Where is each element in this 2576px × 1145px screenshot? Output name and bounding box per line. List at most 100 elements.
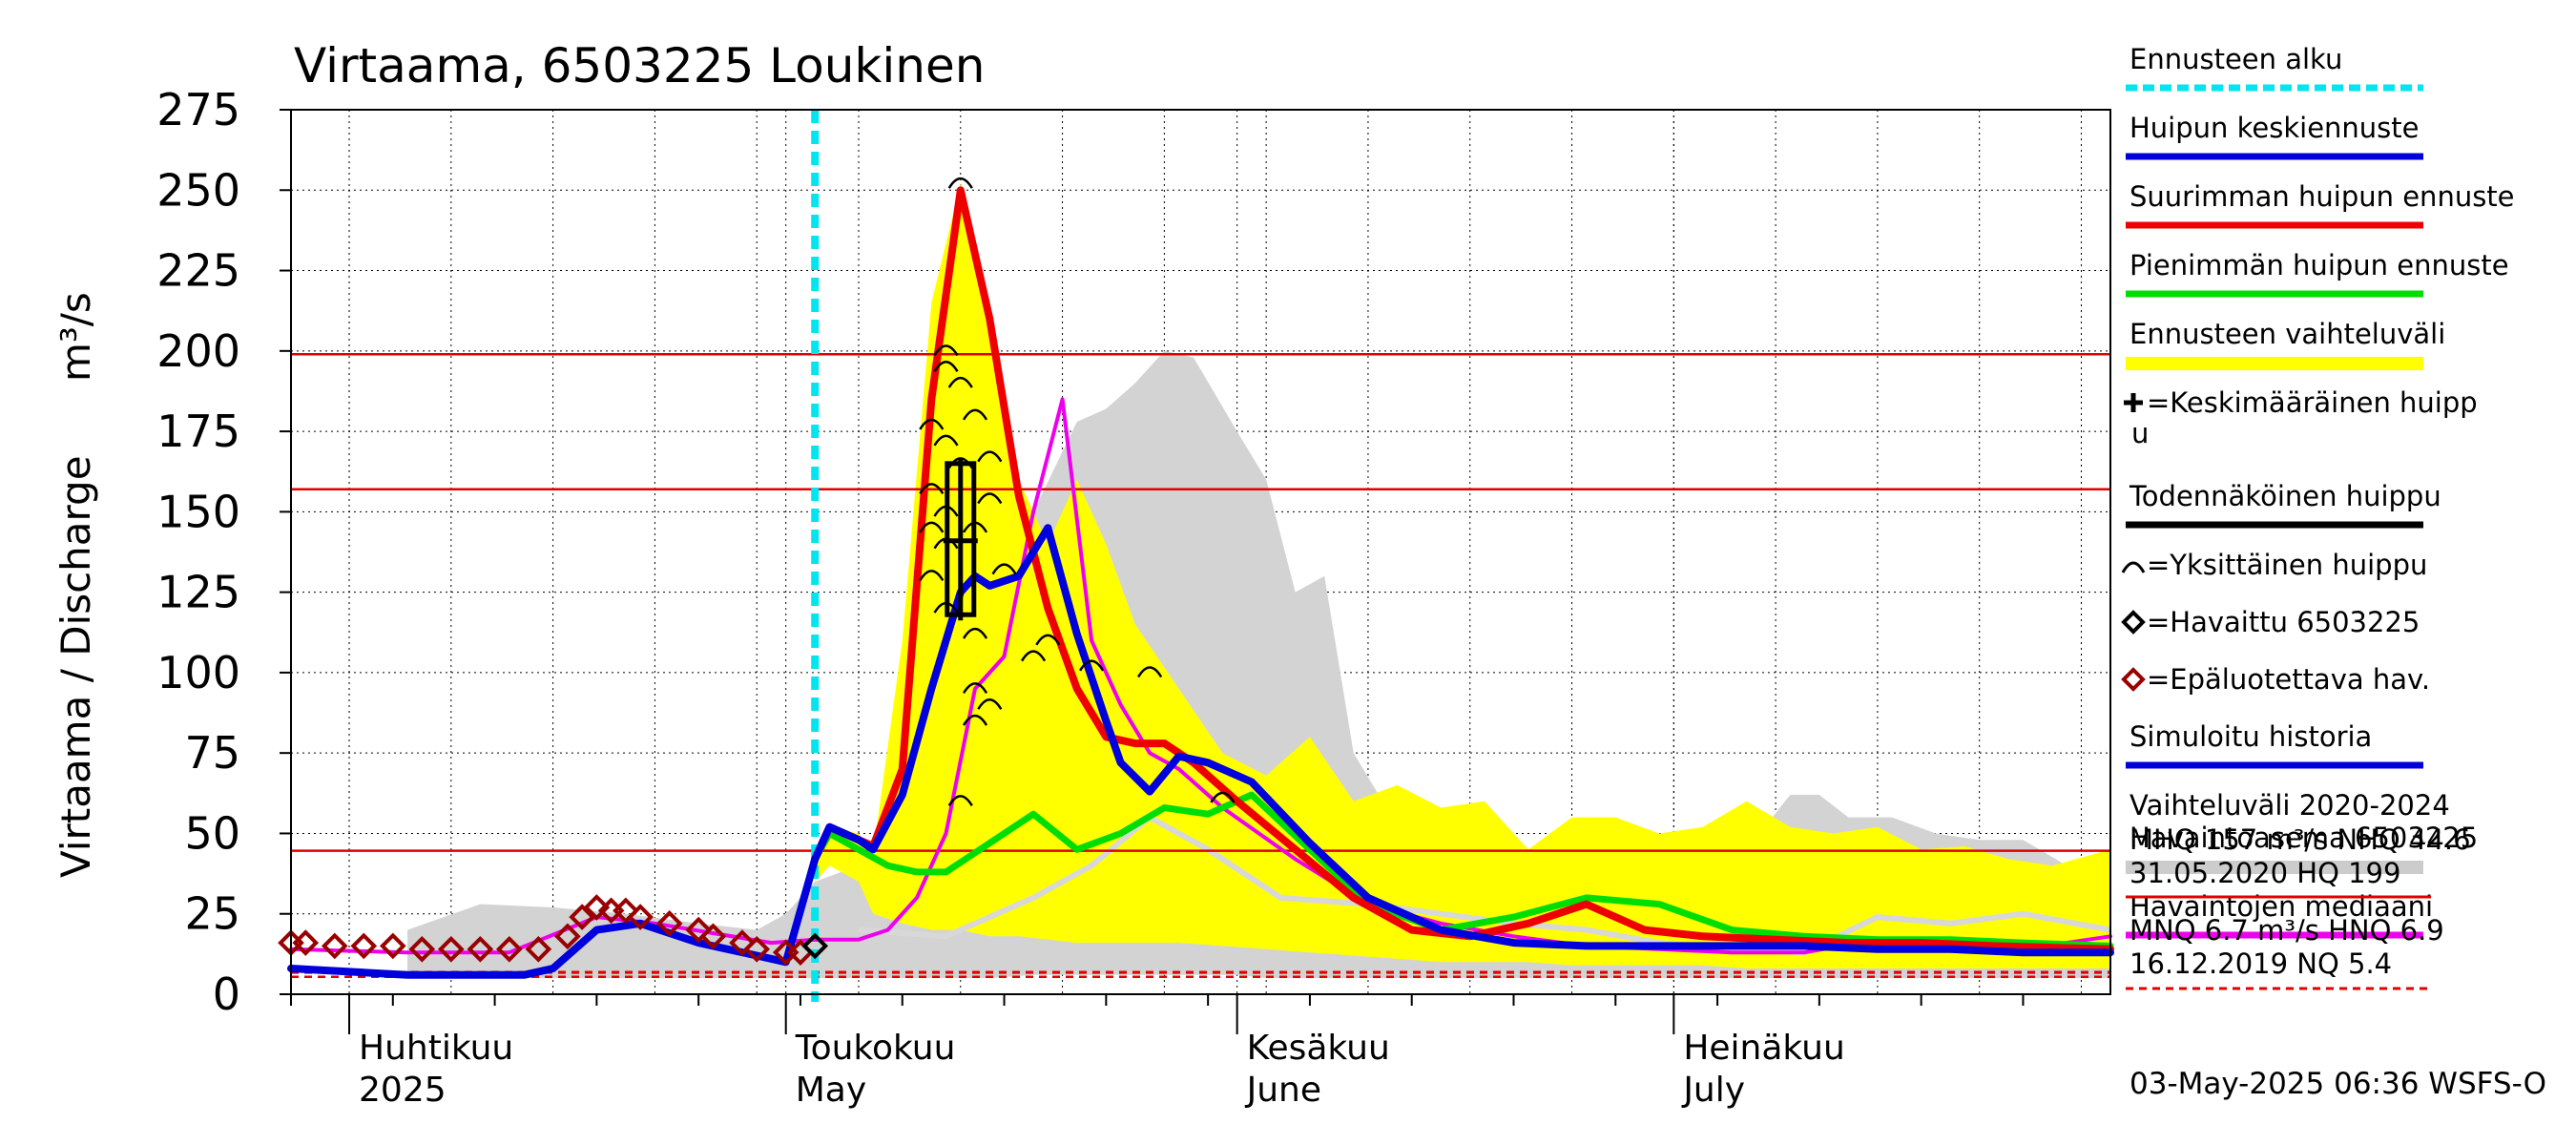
unreliable-observation-marker [569,904,595,930]
y-axis-unit: m³/s [52,292,99,382]
unreliable-observation-marker [525,935,552,963]
month-label-fi: Kesäkuu [1247,1029,1390,1068]
unreliable-observation-marker [467,935,494,963]
individual-peak-marker [991,563,1017,575]
individual-peak-marker [977,492,1003,505]
range-2020-2024-band [407,350,2110,979]
legend-item: Simuloitu historia [2126,720,2423,769]
individual-peak-marker [933,361,959,372]
legend-item: =Epäluotettava hav. [2121,663,2430,696]
legend-label: Ennusteen vaihteluväli [2129,318,2445,350]
series-line-havaintojen-mediaani [289,397,2112,955]
legend-label: Simuloitu historia [2129,720,2372,753]
individual-peak-marker [919,570,945,582]
legend-band-swatch [2126,357,2423,370]
unreliable-observation-marker [655,910,683,937]
y-axis-title: Virtaama / Discharge [52,455,99,878]
individual-peak-marker [962,714,988,726]
individual-peak-marker [947,177,973,189]
legend-item: =Yksittäinen huippu [2121,549,2427,581]
legend-label: =Keskimääräinen huipp [2147,386,2478,419]
individual-peak-marker [933,344,959,357]
individual-peak-marker [947,457,973,469]
legend-label: Todennäköinen huippu [2129,480,2441,512]
legend-item: Huipun keskiennuste [2126,112,2423,160]
individual-peak-marker [933,434,959,447]
individual-peak-marker [947,376,973,388]
legend-label-continued: u [2131,417,2149,449]
month-label-fi: Toukokuu [795,1029,956,1068]
individual-peak-marker [962,627,988,639]
legend-band-swatch [2126,861,2423,874]
unreliable-observation-marker [627,904,654,930]
unreliable-observation-marker [496,935,523,963]
observed-marker [801,932,829,960]
individual-peak-marker [919,521,945,533]
legend-item: Ennusteen vaihteluväli [2126,318,2445,370]
legend-label: Huipun keskiennuste [2129,112,2420,144]
month-label-en: 2025 [359,1071,447,1110]
y-tick-label: 200 [156,325,240,377]
y-tick-label: 50 [184,807,240,859]
forecast-range-band [815,183,2111,968]
individual-peak-marker [962,682,988,695]
legend-item: Suurimman huipun ennuste [2126,180,2515,229]
stats-line-2: 31.05.2020 HQ 199 [2129,857,2400,889]
unreliable-observation-marker [379,932,406,960]
series-line-huipun-keskiennuste [811,524,2114,957]
unreliable-observation-marker [613,897,639,925]
legend-diamond-symbol [2121,667,2146,692]
series-line-pienimm-n-huipun-ennuste [811,791,2114,949]
individual-peak-marker [933,601,959,614]
legend-item: Pienimmän huipun ennuste [2126,249,2509,298]
month-label-en: July [1681,1071,1745,1110]
individual-peak-marker [962,408,988,421]
y-tick-label: 250 [156,164,240,216]
legend-label: =Havaittu 6503225 [2147,606,2420,638]
unreliable-observation-marker [743,935,771,963]
legend-item: Vaihteluväli 2020-2024 Havaintoasema 650… [2126,789,2478,874]
unreliable-observation-marker [292,929,320,956]
individual-peak-marker [977,698,1003,710]
axis-ticks: 0 25 50 75 100 125 150 175 200 225 250 275 Huhtikuu2… [156,84,2025,1110]
y-tick-label: 25 [184,888,240,940]
unreliable-observation-marker [729,929,756,956]
unreliable-observation-marker [685,916,712,944]
individual-peak-marker [1079,659,1105,672]
individual-peak-marker [962,521,988,533]
unreliable-observation-marker [321,932,348,960]
stats-line-1: MHQ 157 m³/s NHQ 44.6 [2129,823,2471,856]
plot-area [278,109,2114,1002]
plot-frame [290,109,2111,995]
individual-peak-marker [1020,650,1047,662]
legend-label: Ennusteen alku [2129,43,2342,75]
individual-peak-marker [919,418,945,430]
stats-line-3: MNQ 6.7 m³/s HNQ 6.9 [2129,914,2444,947]
y-tick-label: 275 [156,84,240,135]
legend-item: Todennäköinen huippu [2126,480,2441,529]
month-label-en: June [1245,1071,1321,1110]
y-tick-label: 150 [156,486,240,537]
grey-history-line [858,813,2111,956]
legend-label-continued: Havaintoasema 6503225 [2129,822,2478,854]
legend-label: Vaihteluväli 2020-2024 [2129,789,2450,822]
y-tick-label: 75 [184,727,240,779]
unreliable-observation-marker [437,935,465,963]
unreliable-observation-marker [408,935,436,963]
month-label-en: May [796,1071,866,1110]
unreliable-observation-marker [350,932,378,960]
y-tick-label: 125 [156,567,240,618]
unreliable-observation-marker [583,894,611,921]
individual-peak-marker [977,450,1003,463]
y-tick-label: 175 [156,406,240,457]
individual-peak-marker [919,483,945,495]
legend-arc-symbol [2121,561,2146,573]
y-tick-label: 0 [213,968,240,1020]
month-label-fi: Heinäkuu [1683,1029,1844,1068]
chart-title: Virtaama, 6503225 Loukinen [294,38,985,94]
legend-label: =Epäluotettava hav. [2147,663,2430,696]
legend: Ennusteen alku Huipun keskiennuste Suurimm… [2121,43,2515,939]
legend-item: =Keskimääräinen huippu [2124,386,2478,449]
unreliable-observation-marker [699,923,727,950]
